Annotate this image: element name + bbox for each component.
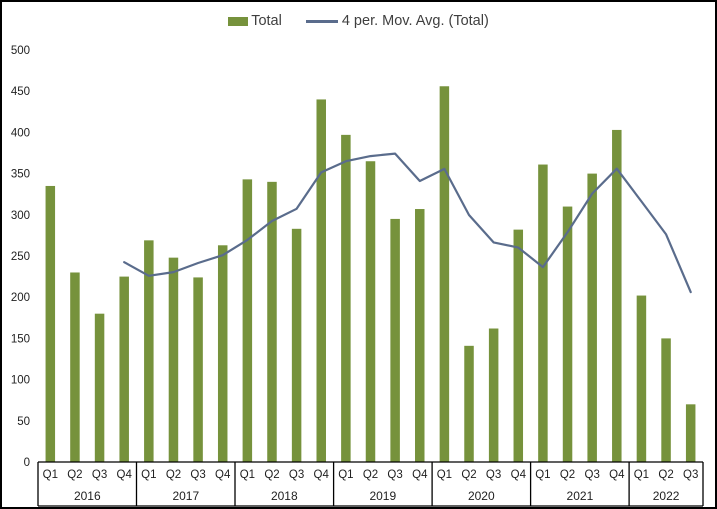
y-axis-tick-label: 100	[11, 375, 30, 387]
legend-swatch-total-icon	[228, 16, 249, 26]
y-axis-tick-label: 350	[11, 169, 30, 181]
legend-label-moving-average: 4 per. Mov. Avg. (Total)	[341, 13, 489, 29]
bar-total	[144, 240, 154, 462]
quarter-label: Q1	[535, 469, 550, 481]
bar-total	[341, 134, 351, 462]
y-axis-tick-label: 200	[11, 292, 30, 304]
bar-total	[464, 345, 474, 462]
y-axis-tick-label: 400	[11, 127, 30, 139]
bar-total	[562, 206, 573, 462]
quarter-label: Q4	[215, 469, 231, 481]
quarter-label: Q3	[486, 469, 501, 481]
bar-total	[193, 277, 203, 462]
y-axis-tick-label: 500	[11, 45, 30, 57]
bar-total	[267, 181, 277, 462]
y-axis-tick-label: 450	[11, 86, 30, 98]
year-label: 2022	[653, 489, 680, 503]
bar-total	[636, 295, 647, 462]
quarter-label: Q4	[117, 469, 133, 481]
quarter-label: Q2	[67, 469, 82, 481]
bar-total	[612, 129, 622, 462]
quarter-label: Q1	[43, 469, 58, 481]
quarter-label: Q2	[560, 469, 575, 481]
year-label: 2016	[74, 489, 101, 503]
year-label: 2018	[271, 489, 298, 503]
bar-total	[119, 276, 129, 462]
legend-label-total: Total	[251, 13, 282, 29]
quarter-label: Q2	[264, 469, 279, 481]
bar-total	[488, 328, 499, 462]
bar-total	[45, 185, 56, 462]
quarter-label: Q2	[461, 469, 476, 481]
bar-total	[415, 209, 425, 462]
quarter-label: Q2	[658, 469, 673, 481]
y-axis-tick-label: 150	[11, 333, 30, 345]
quarter-label: Q4	[412, 469, 428, 481]
y-axis-tick-label: 300	[11, 210, 30, 222]
bar-total	[217, 245, 228, 462]
quarter-label: Q3	[585, 469, 600, 481]
bar-total	[168, 257, 179, 462]
quarter-label: Q1	[141, 469, 156, 481]
bar-total	[685, 404, 696, 462]
quarter-label: Q1	[634, 469, 649, 481]
moving-average-line	[123, 152, 692, 294]
bar-total	[390, 218, 400, 462]
bar-total	[242, 179, 253, 462]
bar-total	[94, 313, 105, 462]
quarter-label: Q2	[363, 469, 378, 481]
bar-total	[439, 86, 450, 462]
quarter-label: Q4	[314, 469, 330, 481]
quarter-label: Q1	[338, 469, 353, 481]
quarter-label: Q3	[92, 469, 107, 481]
y-axis-tick-label: 50	[17, 416, 30, 428]
y-axis-tick-label: 0	[24, 457, 30, 469]
bar-total	[365, 161, 376, 463]
quarter-label: Q4	[511, 469, 527, 481]
bar-total	[513, 229, 524, 462]
quarter-label: Q2	[166, 469, 181, 481]
bar-total	[587, 173, 597, 462]
legend: Total 4 per. Mov. Avg. (Total)	[2, 9, 715, 33]
quarter-label: Q3	[683, 469, 698, 481]
quarter-label: Q3	[387, 469, 402, 481]
bar-total	[538, 164, 548, 463]
bar-total	[291, 228, 302, 462]
bar-total	[661, 338, 671, 462]
bar-total	[316, 99, 326, 462]
legend-line-sample-icon	[305, 19, 338, 23]
quarter-label: Q3	[190, 469, 205, 481]
year-label: 2019	[369, 489, 396, 503]
bar-total	[70, 272, 80, 462]
quarter-label: Q1	[240, 469, 255, 481]
quarter-label: Q3	[289, 469, 304, 481]
quarter-label: Q1	[437, 469, 452, 481]
y-axis-tick-label: 250	[11, 251, 30, 263]
year-label: 2020	[468, 489, 495, 503]
quarter-label: Q4	[609, 469, 625, 481]
year-label: 2021	[567, 489, 594, 503]
year-label: 2017	[172, 489, 199, 503]
